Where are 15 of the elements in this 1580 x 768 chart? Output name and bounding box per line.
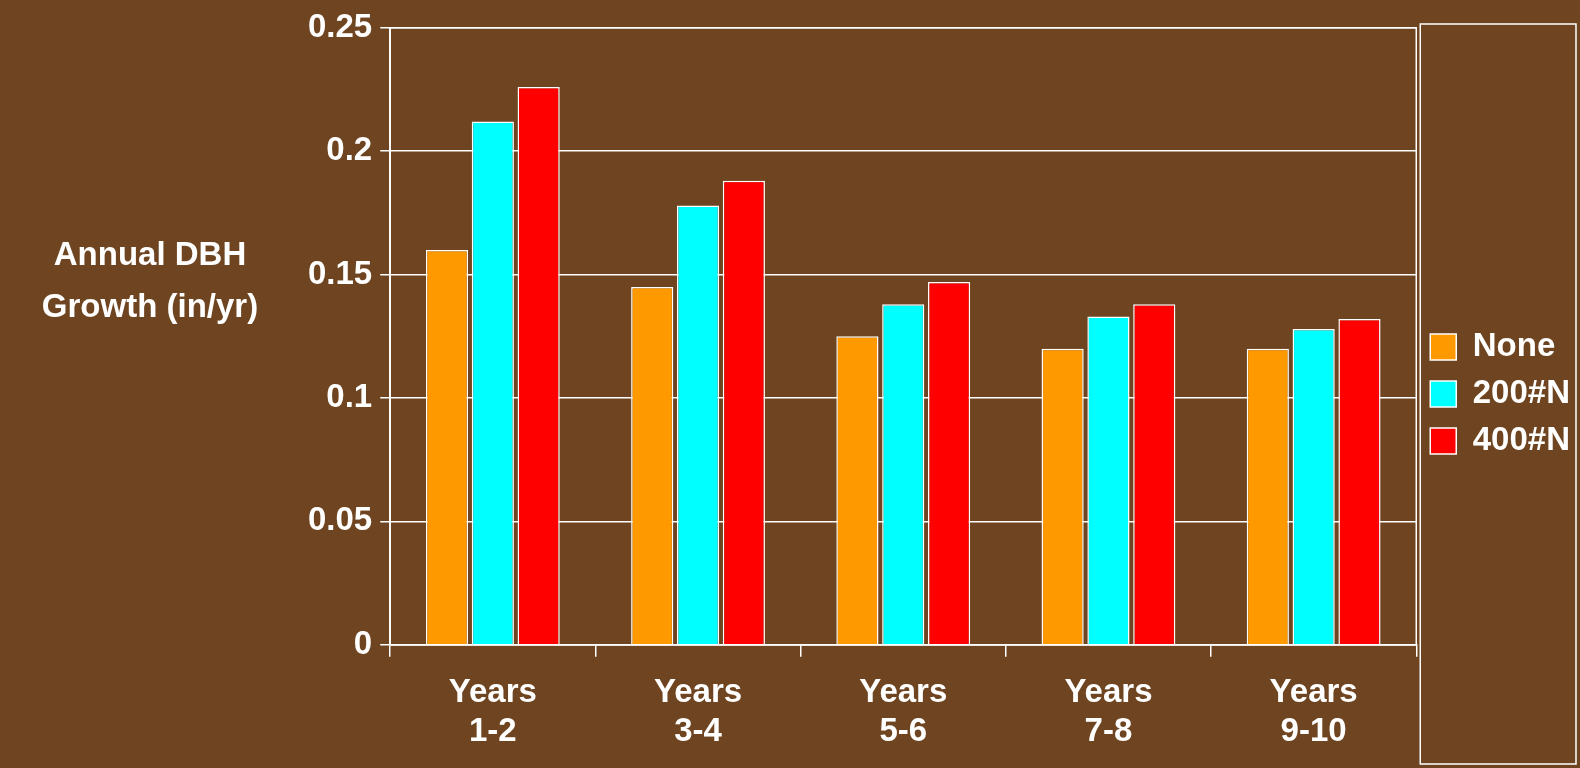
x-tick-label: Years 7-8 (1064, 671, 1153, 749)
legend-label: 200#N (1472, 373, 1571, 411)
y-tick-label: 0.2 (326, 130, 373, 168)
y-tick-label: 0.1 (326, 377, 373, 415)
y-axis-title: Annual DBH Growth (in/yr) (40, 234, 260, 326)
x-tick-label: Years 3-4 (653, 671, 743, 749)
y-tick-label: 0.15 (307, 253, 373, 291)
legend-label: 400#N (1472, 420, 1571, 458)
legend-label: None (1472, 326, 1556, 364)
y-tick-label: 0.05 (307, 500, 373, 538)
x-tick-label: Years 5-6 (859, 671, 948, 749)
x-tick-label: Years 9-10 (1269, 671, 1358, 749)
y-tick-label: 0 (353, 623, 373, 661)
y-tick-label: 0.25 (307, 6, 373, 44)
x-tick-label: Years 1-2 (448, 671, 537, 749)
